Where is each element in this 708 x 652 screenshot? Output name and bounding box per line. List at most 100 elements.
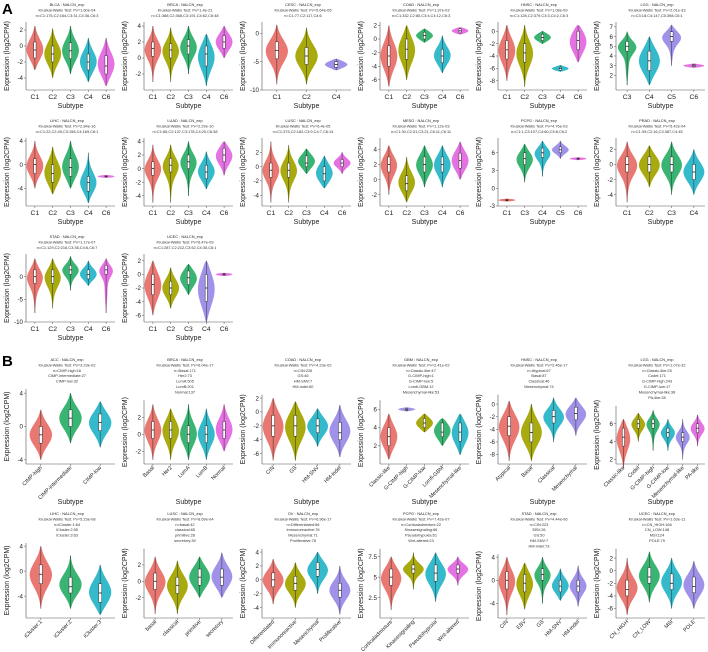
x-axis-label: Subtype	[412, 103, 438, 110]
x-tick-label: C1	[503, 94, 512, 101]
x-axis-label: Subtype	[58, 335, 84, 342]
x-tick-label: C4	[84, 210, 93, 217]
x-tick-label: C3	[302, 210, 311, 217]
y-tick-label: -2	[253, 423, 259, 430]
y-tick-label: -2	[135, 285, 141, 292]
chart-count-line: LumA:505	[176, 379, 194, 384]
chart-count-line: Proliferative:78	[290, 538, 316, 543]
chart-count-line: Mesenchymal:71	[288, 533, 317, 538]
chart-count-line: n=basal:42	[175, 522, 194, 527]
y-tick-label: -2	[135, 71, 141, 78]
y-tick-label: 0	[256, 409, 260, 416]
y-tick-label: 0	[138, 166, 142, 173]
y-axis-label: Expression (log2CPM)	[476, 21, 483, 91]
chart-count-line: n=C1:175,C2:164,C3:31,C4:36,C6:3	[36, 13, 99, 18]
chart-count-line: n=C1:77,C2:117,C4:6	[284, 13, 321, 18]
y-tick-label: -3	[489, 203, 495, 210]
chart-count-line: n=C1:22,C2:45,C3:158,C4:169,C6:1	[36, 129, 99, 134]
y-tick-label: -6	[135, 312, 141, 319]
y-axis-label: Expression (log2CPM)	[122, 548, 129, 618]
chart-title: BLCA : NALCN_exp	[50, 2, 85, 7]
chart-count-line: G-CIMP-high:1	[408, 373, 434, 378]
y-tick-label: -4	[489, 427, 495, 434]
chart-title: LUSC : NALCN_exp	[285, 118, 320, 123]
y-axis-label: Expression (log2CPM)	[594, 137, 601, 207]
x-tick-label: C2	[166, 326, 175, 333]
x-axis-label: Subtype	[176, 335, 202, 342]
y-tick-label: -4	[607, 593, 613, 600]
x-tick-label: C4	[538, 210, 547, 217]
x-tick-label: C5	[667, 94, 676, 101]
x-axis-label: Subtype	[648, 219, 674, 226]
chart-count-line: secretory:39	[174, 538, 195, 543]
box	[625, 579, 629, 597]
chart-count-line: n=C1:129,C2:216,C3:36,C4:6,C6:7	[37, 245, 98, 250]
x-tick-label: C6	[102, 210, 111, 217]
x-tick-label: C3	[66, 210, 75, 217]
y-tick-label: -10	[14, 319, 24, 326]
y-axis-label: Expression (log2CPM)	[476, 137, 483, 207]
chart-count-line: CIMP-low:32	[56, 379, 78, 384]
y-tick-label: -4	[489, 601, 495, 608]
chart-count-line: Her2:73	[178, 373, 192, 378]
box	[68, 577, 73, 594]
chart-title: LIHC : NALCN_exp	[50, 118, 84, 123]
y-tick-label: 6	[610, 34, 614, 41]
y-tick-label: -4	[135, 299, 141, 306]
y-axis-label: Expression (log2CPM)	[4, 21, 11, 91]
y-tick-label: 4	[374, 147, 378, 154]
y-tick-label: -8	[489, 78, 495, 85]
y-tick-label: 2	[256, 395, 260, 402]
y-tick-label: -6	[371, 77, 377, 84]
box	[305, 155, 308, 167]
x-tick-label: C3	[66, 94, 75, 101]
chart-count-line: n=Basal:171	[174, 368, 196, 373]
y-axis-label: Expression (log2CPM)	[240, 548, 247, 618]
y-tick-label: 2	[138, 562, 142, 569]
chart-title: HNSC : NALCN_exp	[521, 2, 557, 7]
x-tick-label: C2	[520, 94, 529, 101]
x-tick-label: C3	[667, 210, 676, 217]
chart-count-line: n=CIMP-high:16	[53, 368, 81, 373]
x-tick-label: C3	[538, 94, 547, 101]
y-tick-label: 0	[138, 578, 142, 585]
chart-subtitle: Kruskal-Wallis Test: Pv=1.12e-03	[393, 123, 450, 128]
chart-count-line: MSI:124	[650, 533, 665, 538]
y-tick-label: 0	[20, 568, 24, 575]
chart-count-line: Pseudohypoxia:61	[405, 533, 437, 538]
x-tick-label: C2	[48, 94, 57, 101]
y-tick-label: -2	[135, 595, 141, 602]
x-tick-label: C4	[645, 94, 654, 101]
chart-count-line: EBV:26	[532, 527, 545, 532]
x-tick-label: C6	[574, 210, 583, 217]
x-tick-label: GS	[536, 619, 546, 629]
y-axis-label: Expression (log2CPM)	[358, 548, 365, 618]
x-tick-label: C6	[456, 210, 465, 217]
x-tick-label: C3	[420, 94, 429, 101]
y-tick-label: -8	[489, 452, 495, 459]
chart-count-line: n=iCluster:1:64	[54, 522, 81, 527]
y-tick-label: -4	[607, 192, 613, 199]
chart-count-line: CIMP-intermediate:27	[48, 373, 86, 378]
chart-subtitle: Kruskal-Wallis Test: Pv=1.60e-04	[39, 7, 97, 12]
x-axis-label: Subtype	[176, 219, 202, 226]
y-tick-label: 3	[610, 63, 614, 70]
y-tick-label: 0	[20, 43, 24, 50]
x-tick-label: C5	[556, 210, 565, 217]
y-tick-label: -6	[489, 439, 495, 446]
chart-title: LUAD : NALCN_exp	[167, 118, 202, 123]
chart-title: UCEC : NALCN_exp	[167, 234, 203, 239]
x-tick-label: C2	[48, 210, 57, 217]
chart-count-line: n=Classic-like:47	[406, 368, 436, 373]
y-tick-label: 0	[610, 162, 614, 169]
chart-count-line: n=Classic-like:25	[642, 368, 672, 373]
y-tick-label: -2	[253, 178, 259, 185]
x-tick-label: C6	[456, 94, 465, 101]
x-tick-label: CIN	[499, 619, 510, 630]
y-axis-label: Expression (log2CPM)	[122, 137, 129, 207]
chart-count-line: Wnt-altered:23	[408, 538, 434, 543]
x-tick-label: C3	[66, 326, 75, 333]
